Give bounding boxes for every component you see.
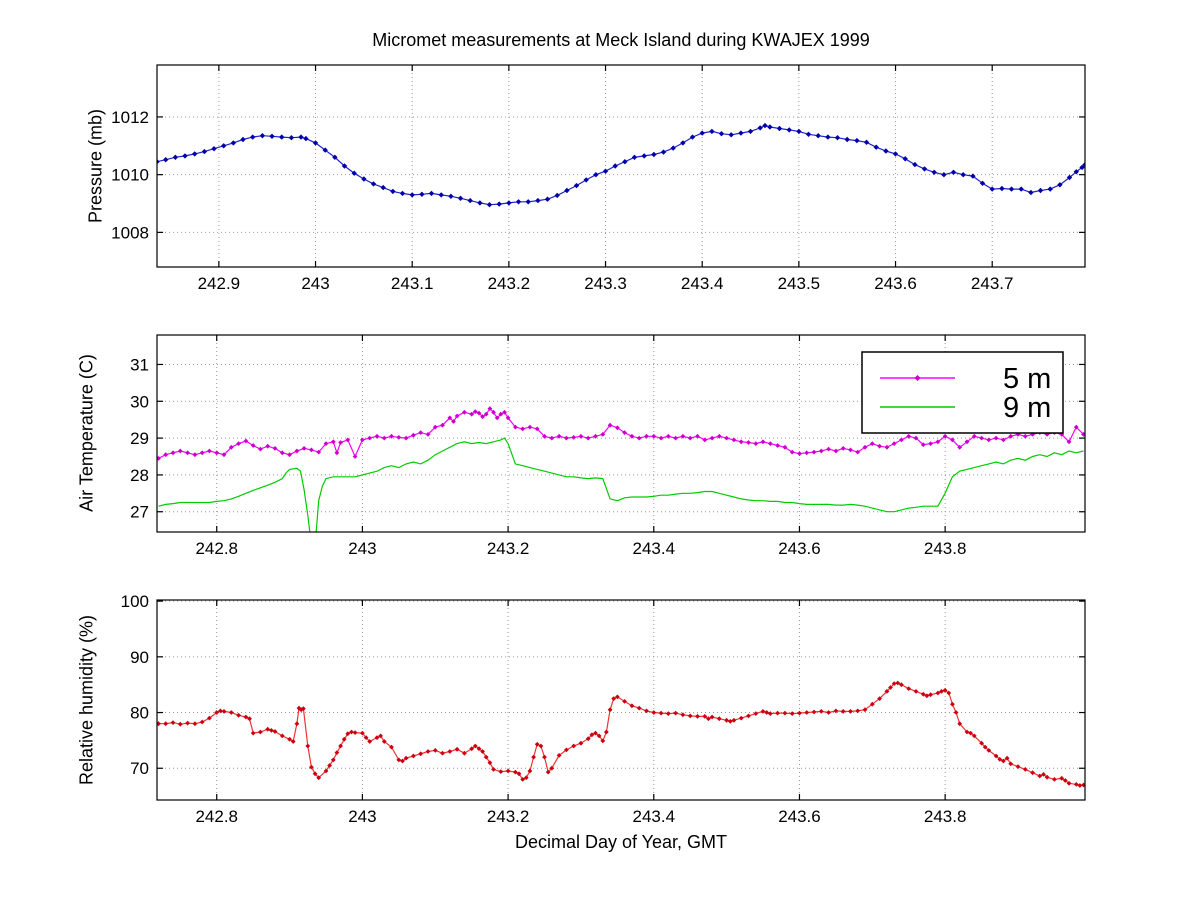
x-tick-label: 243.8: [924, 539, 967, 558]
y-tick-label: 80: [130, 704, 149, 723]
x-tick-label: 243.2: [487, 539, 530, 558]
y-tick-label: 100: [121, 592, 149, 611]
air-temperature-subplot: 242.8 243 243.2 243.4 243.6 243.8 27 28 29 30 31 5 …: [130, 334, 1086, 558]
legend-label: 5 m: [1003, 363, 1051, 395]
x-tick-label: 242.9: [198, 274, 241, 293]
y-tick-label: 31: [130, 355, 149, 374]
legend-box: [861, 351, 1064, 434]
y-tick-label: 27: [130, 503, 149, 522]
x-tick-label: 243.2: [488, 274, 531, 293]
relative-humidity-axis-box: [156, 599, 1086, 801]
pressure-subplot: 242.9 243 243.1 243.2 243.3 243.4 243.5 243.6 24…: [111, 64, 1086, 293]
relative-humidity-markers-relative-humidity: [157, 680, 1085, 788]
humidity-y-axis-label: Relative humidity (%): [76, 614, 97, 786]
x-tick-label: 243.8: [924, 807, 967, 826]
y-tick-label: 1008: [111, 223, 149, 242]
y-tick-label: 1010: [111, 166, 149, 185]
pressure-axis-box: [156, 64, 1086, 268]
x-tick-label: 243.6: [874, 274, 917, 293]
x-tick-label: 243: [348, 539, 376, 558]
x-tick-label: 242.8: [195, 807, 238, 826]
x-tick-label: 243: [301, 274, 329, 293]
x-tick-label: 243.4: [633, 807, 676, 826]
x-tick-label: 243.1: [391, 274, 434, 293]
y-tick-label: 28: [130, 466, 149, 485]
x-tick-label: 243.6: [778, 807, 821, 826]
legend-sample-marker: [914, 375, 921, 381]
pressure-markers-pressure: [157, 122, 1085, 208]
pressure-y-axis-label: Pressure (mb): [85, 108, 106, 224]
air-temperature-legend: 5 m9 m: [861, 351, 1064, 434]
x-axis-label: Decimal Day of Year, GMT: [514, 832, 728, 852]
figure-title: Micromet measurements at Meck Island dur…: [372, 30, 870, 50]
x-tick-label: 242.8: [195, 539, 238, 558]
x-tick-label: 243.5: [778, 274, 821, 293]
air-temperature-axis-box: [156, 334, 1086, 533]
legend-label: 9 m: [1003, 392, 1051, 424]
x-tick-label: 243.4: [681, 274, 724, 293]
x-tick-label: 243.6: [778, 539, 821, 558]
x-tick-label: 243: [348, 807, 376, 826]
x-tick-label: 243.3: [584, 274, 627, 293]
y-tick-label: 30: [130, 392, 149, 411]
y-tick-label: 1012: [111, 108, 149, 127]
relative-humidity-subplot: 242.8 243 243.2 243.4 243.6 243.8 70 80 90 100: [121, 592, 1086, 826]
x-tick-label: 243.4: [633, 539, 676, 558]
temperature-y-axis-label: Air Temperature (C): [76, 354, 97, 512]
y-tick-label: 29: [130, 429, 149, 448]
y-tick-label: 70: [130, 759, 149, 778]
y-tick-label: 90: [130, 648, 149, 667]
pressure-series-pressure: [157, 124, 1085, 206]
relative-humidity-series-relative-humidity: [158, 682, 1084, 787]
air-temperature-series-9-m: [158, 437, 1084, 532]
x-tick-label: 243.7: [971, 274, 1014, 293]
x-tick-label: 243.2: [487, 807, 530, 826]
